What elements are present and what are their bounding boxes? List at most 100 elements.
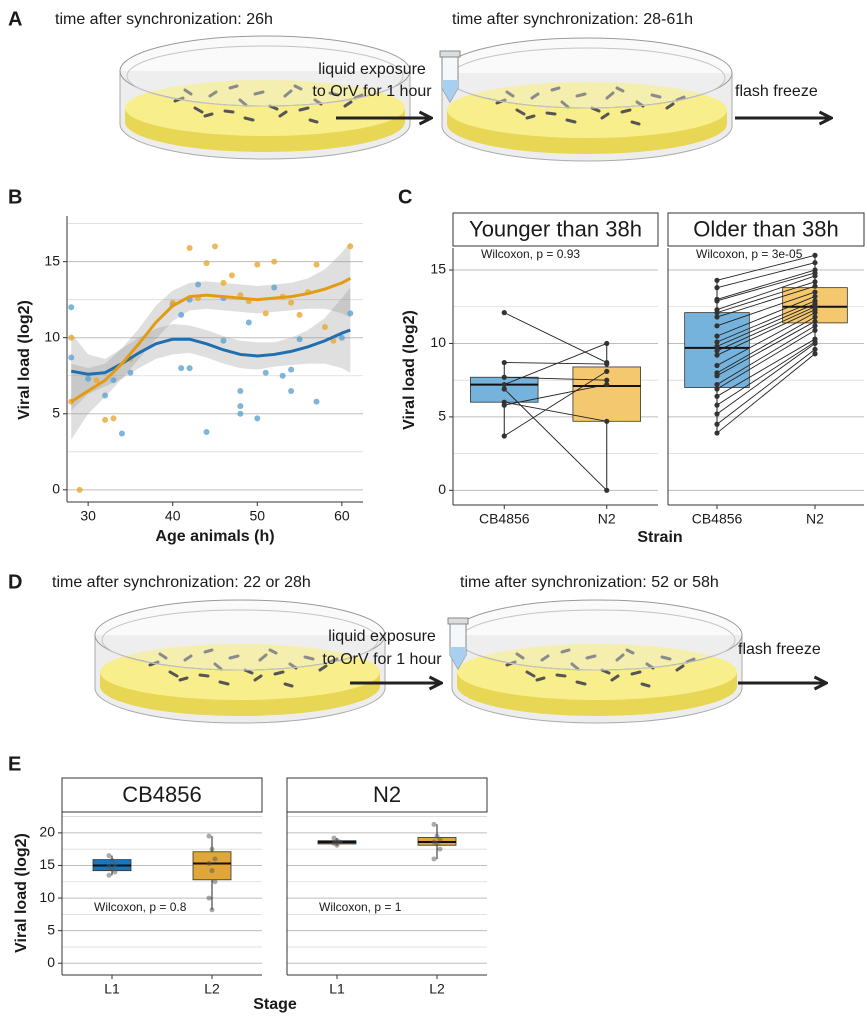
data-point (347, 243, 354, 250)
annotation: Wilcoxon, p = 0.93 (481, 247, 580, 261)
pair-line (716, 338, 816, 397)
panel-label: B (8, 186, 22, 208)
data-point (714, 381, 720, 388)
data-point (431, 821, 437, 827)
data-point (186, 365, 193, 372)
y-tick-label: 10 (39, 889, 55, 905)
pair-line (503, 388, 608, 491)
pair-line (716, 272, 816, 302)
step-text: time after synchronization: 26h (55, 11, 273, 28)
data-point (109, 857, 115, 863)
facet-title: CB4856 (122, 782, 202, 807)
data-point (501, 402, 507, 408)
data-point (209, 846, 215, 852)
data-point (714, 352, 720, 358)
data-point (245, 319, 252, 326)
x-axis-title: Age animals (h) (155, 528, 274, 545)
y-tick-label: 15 (39, 856, 55, 872)
data-point (812, 327, 818, 333)
data-point (604, 368, 610, 374)
data-point (501, 310, 507, 316)
data-point (271, 284, 278, 291)
data-point (714, 362, 720, 369)
data-point (212, 879, 218, 885)
y-tick-label: 10 (44, 328, 60, 344)
data-point (714, 373, 720, 379)
pair-line (716, 275, 816, 311)
data-point (501, 386, 507, 392)
confidence-band (71, 287, 351, 411)
data-point (195, 281, 202, 288)
data-point (338, 334, 345, 341)
pair-line (716, 296, 816, 337)
data-point (112, 869, 118, 875)
data-point (334, 842, 340, 848)
box (572, 366, 641, 422)
data-point (237, 403, 244, 410)
data-point (501, 381, 507, 388)
data-point (178, 311, 185, 318)
data-point (501, 433, 507, 439)
data-point (212, 243, 218, 250)
freeze-text: flash freeze (735, 83, 818, 100)
data-point (271, 258, 278, 265)
data-point (714, 411, 720, 417)
facet-strip (452, 212, 659, 247)
data-point (431, 856, 437, 862)
data-point (109, 866, 115, 872)
data-point (127, 369, 134, 376)
data-point (85, 375, 92, 382)
annotation: Wilcoxon, p = 0.8 (94, 900, 187, 914)
data-point (812, 273, 818, 279)
data-point (110, 377, 117, 384)
pair-line (716, 329, 816, 390)
x-tick-label: CB4856 (692, 511, 743, 527)
x-axis-title: Stage (253, 996, 297, 1013)
pair-line (716, 325, 816, 385)
pair-line (504, 370, 607, 437)
pair-line (716, 341, 816, 406)
data-point (501, 374, 507, 380)
data-point (206, 895, 212, 901)
data-point (313, 261, 320, 268)
data-point (206, 833, 212, 839)
pair-line (716, 353, 816, 434)
pair-line (716, 291, 816, 327)
pair-line (716, 285, 816, 318)
step-text: time after synchronization: 52 or 58h (460, 574, 719, 591)
data-point (279, 372, 286, 379)
x-tick-label: N2 (598, 511, 616, 527)
data-point (212, 856, 218, 862)
data-point (102, 392, 109, 399)
data-point (93, 377, 100, 384)
annotation: Wilcoxon, p = 3e-05 (696, 247, 803, 261)
data-point (604, 381, 610, 388)
data-point (812, 289, 818, 295)
y-tick-label: 15 (44, 252, 60, 268)
data-point (209, 907, 215, 913)
data-point (604, 487, 610, 493)
x-tick-label: L1 (104, 981, 120, 997)
panel-label: D (8, 571, 22, 593)
x-axis-title: Strain (637, 529, 682, 546)
data-point (714, 298, 720, 304)
data-point (714, 386, 720, 392)
data-point (76, 486, 83, 493)
freeze-text: flash freeze (738, 641, 821, 658)
y-tick-label: 10 (430, 334, 446, 350)
data-point (296, 336, 303, 343)
x-tick-label: N2 (806, 511, 824, 527)
pair-line (716, 306, 816, 352)
pair-line (716, 316, 816, 374)
data-point (437, 846, 443, 852)
facet-title: N2 (373, 782, 401, 807)
pair-line (716, 281, 816, 314)
y-tick-label: 15 (430, 261, 446, 277)
data-point (112, 861, 118, 867)
data-point (812, 252, 818, 258)
data-point (220, 279, 227, 286)
y-tick-label: 20 (39, 824, 55, 840)
pair-line (716, 309, 816, 356)
step-text: time after synchronization: 28-61h (452, 11, 693, 28)
data-point (262, 369, 269, 376)
